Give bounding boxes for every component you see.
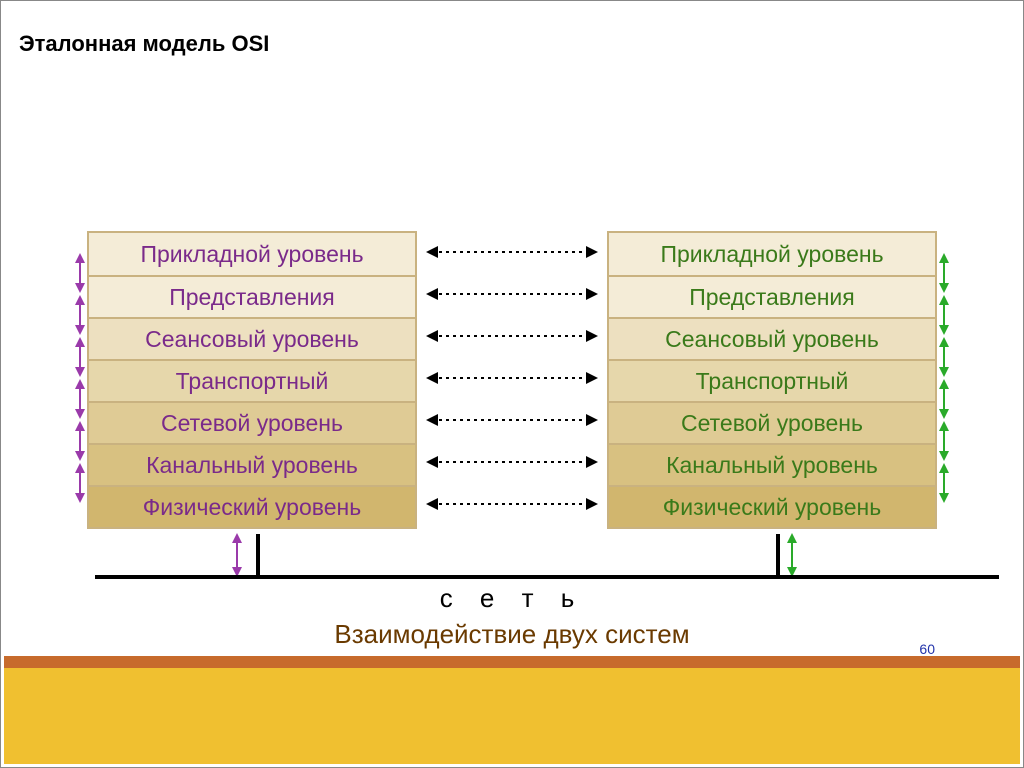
osi-layer: Сеансовый уровень: [609, 317, 935, 359]
network-wire: [95, 575, 999, 579]
vertical-arrow: [73, 294, 87, 336]
left-right-arrow-icon: [422, 410, 602, 430]
up-down-arrow-icon: [937, 336, 951, 378]
vertical-arrow: [73, 252, 87, 294]
up-down-arrow-icon: [73, 462, 87, 504]
left-drop-line: [256, 534, 260, 577]
osi-layer: Физический уровень: [609, 485, 935, 527]
vertical-arrow: [937, 294, 951, 336]
left-right-arrow-icon: [422, 326, 602, 346]
left-stack-wrap: Прикладной уровеньПредставленияСеансовый…: [87, 231, 417, 529]
peer-arrow: [417, 441, 607, 483]
vertical-arrow: [73, 462, 87, 504]
vertical-arrow: [937, 336, 951, 378]
osi-layer: Представления: [89, 275, 415, 317]
left-right-arrow-icon: [422, 452, 602, 472]
osi-layer: Транспортный: [89, 359, 415, 401]
peer-arrow: [417, 399, 607, 441]
osi-layer: Транспортный: [609, 359, 935, 401]
left-right-arrow-icon: [422, 368, 602, 388]
up-down-arrow-icon: [937, 420, 951, 462]
slide: Эталонная модель OSI Прикладной уровеньП…: [0, 0, 1024, 768]
peer-arrow: [417, 231, 607, 273]
up-down-arrow-icon: [73, 378, 87, 420]
diagram-area: Прикладной уровеньПредставленияСеансовый…: [1, 231, 1023, 529]
up-down-arrow-icon: [937, 462, 951, 504]
up-down-arrow-icon: [937, 252, 951, 294]
osi-layer: Физический уровень: [89, 485, 415, 527]
vertical-arrow: [73, 420, 87, 462]
network-label: с е т ь: [1, 583, 1023, 614]
osi-layer: Сетевой уровень: [609, 401, 935, 443]
osi-layer: Канальный уровень: [89, 443, 415, 485]
slide-title: Эталонная модель OSI: [19, 31, 269, 57]
vertical-arrow: [73, 336, 87, 378]
left-right-arrow-icon: [422, 284, 602, 304]
osi-layer: Прикладной уровень: [89, 233, 415, 275]
peer-arrow: [417, 273, 607, 315]
up-down-arrow-icon: [937, 294, 951, 336]
left-osi-stack: Прикладной уровеньПредставленияСеансовый…: [87, 231, 417, 529]
footer-accent-stripe: [4, 656, 1020, 668]
left-vertical-arrows: [73, 231, 87, 529]
footer-main-stripe: [4, 668, 1020, 764]
right-vertical-arrows: [937, 231, 951, 529]
osi-layer: Сетевой уровень: [89, 401, 415, 443]
peer-arrow: [417, 483, 607, 525]
up-down-arrow-icon: [937, 378, 951, 420]
up-down-arrow-icon: [73, 252, 87, 294]
right-drop-line: [776, 534, 780, 577]
up-down-arrow-icon: [784, 533, 800, 577]
up-down-arrow-icon: [73, 336, 87, 378]
osi-layer: Представления: [609, 275, 935, 317]
peer-arrow: [417, 315, 607, 357]
up-down-arrow-icon: [73, 294, 87, 336]
right-osi-stack: Прикладной уровеньПредставленияСеансовый…: [607, 231, 937, 529]
up-down-arrow-icon: [73, 420, 87, 462]
vertical-arrow: [937, 252, 951, 294]
slide-subtitle: Взаимодействие двух систем: [1, 619, 1023, 650]
vertical-arrow: [937, 378, 951, 420]
peer-arrows-column: [417, 231, 607, 529]
osi-layer: Канальный уровень: [609, 443, 935, 485]
osi-layer: Прикладной уровень: [609, 233, 935, 275]
vertical-arrow: [937, 420, 951, 462]
vertical-arrow: [937, 462, 951, 504]
footer-bar: [4, 656, 1020, 764]
peer-arrow: [417, 357, 607, 399]
vertical-arrow: [73, 378, 87, 420]
up-down-arrow-icon: [229, 533, 245, 577]
osi-layer: Сеансовый уровень: [89, 317, 415, 359]
page-number: 60: [919, 641, 935, 657]
left-right-arrow-icon: [422, 242, 602, 262]
right-stack-wrap: Прикладной уровеньПредставленияСеансовый…: [607, 231, 937, 529]
left-right-arrow-icon: [422, 494, 602, 514]
